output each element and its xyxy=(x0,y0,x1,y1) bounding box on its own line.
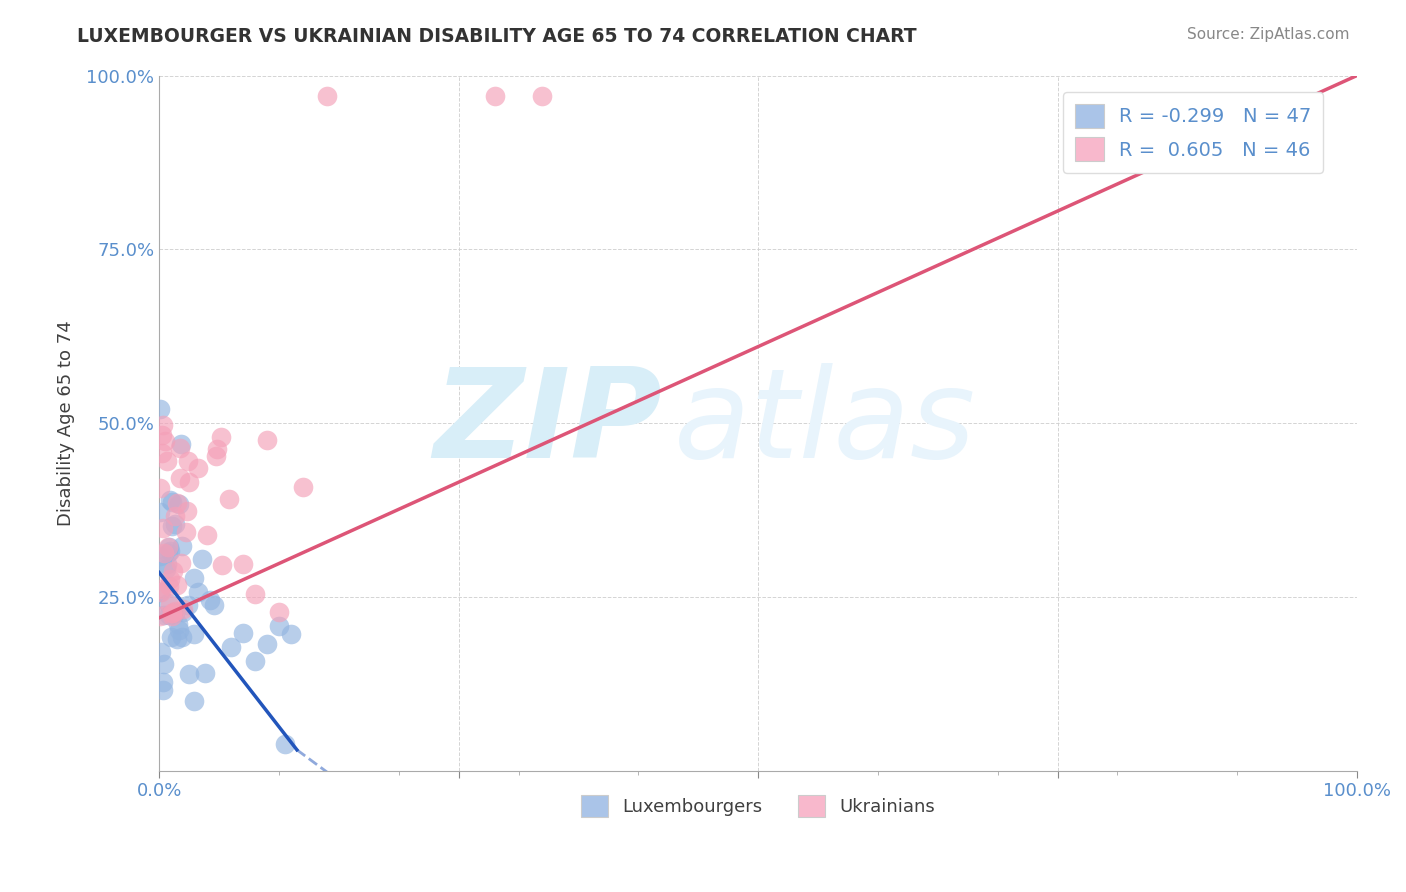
Point xyxy=(149,402,172,417)
Point xyxy=(209,430,232,444)
Point xyxy=(187,460,209,475)
Text: atlas: atlas xyxy=(675,363,976,483)
Point xyxy=(167,623,190,637)
Point xyxy=(149,505,172,519)
Point xyxy=(170,437,193,451)
Point xyxy=(531,89,554,103)
Point xyxy=(169,441,191,455)
Point xyxy=(170,556,193,570)
Point xyxy=(162,495,184,509)
Point xyxy=(149,585,172,599)
Point xyxy=(172,630,194,644)
Point xyxy=(205,442,228,457)
Point xyxy=(150,645,173,659)
Legend: Luxembourgers, Ukrainians: Luxembourgers, Ukrainians xyxy=(574,788,943,824)
Point xyxy=(166,496,188,510)
Point xyxy=(150,427,173,442)
Point xyxy=(159,572,181,586)
Y-axis label: Disability Age 65 to 74: Disability Age 65 to 74 xyxy=(58,320,75,526)
Point xyxy=(160,606,183,620)
Text: ZIP: ZIP xyxy=(433,363,662,483)
Point xyxy=(256,637,278,651)
Point xyxy=(163,508,186,523)
Point xyxy=(174,524,197,539)
Point xyxy=(152,521,174,535)
Point xyxy=(167,497,190,511)
Text: LUXEMBOURGER VS UKRAINIAN DISABILITY AGE 65 TO 74 CORRELATION CHART: LUXEMBOURGER VS UKRAINIAN DISABILITY AGE… xyxy=(77,27,917,45)
Point xyxy=(243,587,266,601)
Point xyxy=(162,608,184,623)
Point xyxy=(204,449,226,463)
Point xyxy=(232,625,254,640)
Point xyxy=(256,434,278,448)
Point xyxy=(267,605,290,619)
Point xyxy=(177,475,200,490)
Point xyxy=(159,492,181,507)
Point xyxy=(166,578,188,592)
Point xyxy=(280,627,302,641)
Point xyxy=(243,654,266,668)
Point xyxy=(232,557,254,571)
Point xyxy=(149,549,172,563)
Point xyxy=(159,544,181,558)
Point xyxy=(157,540,180,554)
Point xyxy=(274,738,297,752)
Text: Source: ZipAtlas.com: Source: ZipAtlas.com xyxy=(1187,27,1350,42)
Point xyxy=(155,453,177,467)
Point xyxy=(156,546,179,560)
Point xyxy=(150,584,173,599)
Point xyxy=(152,657,174,671)
Point xyxy=(179,666,201,681)
Point xyxy=(166,616,188,631)
Point xyxy=(152,683,174,698)
Point xyxy=(162,606,184,620)
Point xyxy=(152,674,174,689)
Point xyxy=(149,582,172,596)
Point xyxy=(183,694,205,708)
Point xyxy=(153,434,176,448)
Point xyxy=(315,89,337,103)
Point xyxy=(159,630,181,644)
Point xyxy=(162,518,184,533)
Point xyxy=(157,579,180,593)
Point xyxy=(165,606,187,620)
Point xyxy=(177,453,200,467)
Point xyxy=(159,599,181,613)
Point xyxy=(149,481,172,495)
Point xyxy=(157,596,180,610)
Point xyxy=(195,527,218,541)
Point xyxy=(202,599,225,613)
Point xyxy=(166,632,188,646)
Point xyxy=(152,417,174,432)
Point xyxy=(176,504,198,518)
Point xyxy=(484,89,506,103)
Point xyxy=(162,564,184,578)
Point xyxy=(183,626,205,640)
Point xyxy=(183,571,205,585)
Point xyxy=(187,584,209,599)
Point xyxy=(152,546,174,560)
Point xyxy=(163,604,186,618)
Point xyxy=(169,471,191,485)
Point xyxy=(198,592,221,607)
Point xyxy=(291,480,314,494)
Point xyxy=(191,551,214,566)
Point xyxy=(219,640,242,654)
Point xyxy=(156,557,179,571)
Point xyxy=(218,492,240,507)
Point xyxy=(194,665,217,680)
Point xyxy=(172,605,194,619)
Point xyxy=(157,608,180,623)
Point xyxy=(149,609,172,624)
Point xyxy=(163,517,186,532)
Point xyxy=(211,558,233,572)
Point xyxy=(153,607,176,622)
Point xyxy=(155,562,177,576)
Point xyxy=(170,540,193,554)
Point xyxy=(172,602,194,616)
Point xyxy=(177,598,200,612)
Point xyxy=(150,446,173,460)
Point xyxy=(157,541,180,555)
Point xyxy=(267,619,290,633)
